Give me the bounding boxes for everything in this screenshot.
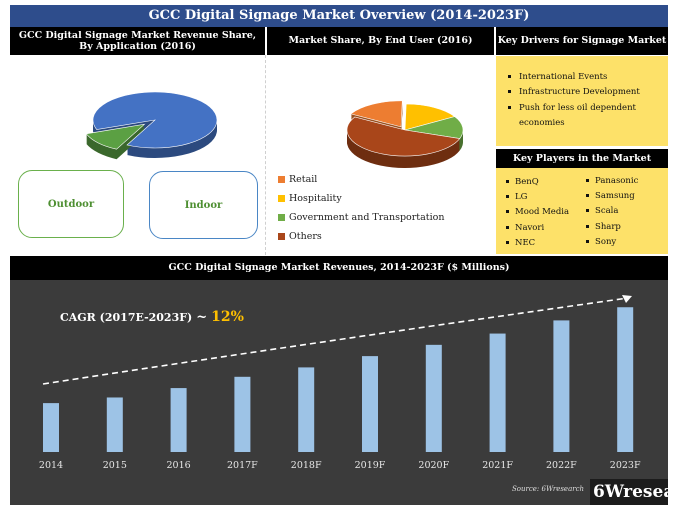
bar-2017F bbox=[234, 376, 251, 452]
player-item: BenQ bbox=[506, 177, 539, 187]
driver-item: Push for less oil dependent bbox=[508, 103, 636, 113]
player-item: Sony bbox=[586, 237, 616, 247]
page-title: GCC Digital Signage Market Overview (201… bbox=[10, 5, 668, 27]
app-share-title-line2: By Application (2016) bbox=[79, 41, 196, 52]
bar-2020F bbox=[425, 344, 442, 452]
legend-swatch-hospitality bbox=[278, 195, 285, 202]
x-tick-label: 2014 bbox=[39, 460, 63, 471]
x-tick-label: 2022F bbox=[546, 460, 577, 471]
bar-2019F bbox=[362, 356, 378, 452]
bar-2022F bbox=[553, 320, 570, 452]
x-tick-label: 2018F bbox=[291, 460, 322, 471]
x-tick-label: 2015 bbox=[103, 460, 127, 471]
legend-item-hospitality: Hospitality bbox=[278, 193, 342, 204]
source-note: Source: 6Wresearch bbox=[512, 485, 585, 493]
x-tick-label: 2016 bbox=[167, 460, 191, 471]
end-user-header: Market Share, By End User (2016) bbox=[267, 27, 494, 55]
bar-2015 bbox=[106, 397, 123, 452]
revenue-bar-chart: 2014 2015 2016 2017F 2018F 2019F 2020F 2021F 202… bbox=[39, 295, 641, 471]
application-pie-chart bbox=[85, 91, 218, 160]
legend-label-others: Others bbox=[289, 231, 322, 242]
bar-2021F bbox=[489, 333, 506, 452]
driver-item: Infrastructure Development bbox=[508, 87, 640, 97]
bar-2023F bbox=[617, 307, 634, 452]
pie-slice-retail bbox=[350, 100, 403, 128]
pie-slice-government bbox=[404, 116, 464, 139]
driver-item: International Events bbox=[508, 72, 607, 82]
player-item: LG bbox=[506, 192, 527, 202]
x-tick-label: 2020F bbox=[418, 460, 449, 471]
app-share-header: GCC Digital Signage Market Revenue Share… bbox=[10, 27, 265, 55]
cagr-annotation: CAGR (2017E-2023F) ~ 12% bbox=[60, 309, 244, 325]
bar-2014 bbox=[43, 403, 59, 452]
legend-item-others: Others bbox=[278, 231, 322, 242]
player-item: Navori bbox=[506, 223, 544, 233]
logo: 6Wresearch bbox=[590, 479, 668, 505]
player-item: Mood Media bbox=[506, 207, 569, 217]
cagr-tilde: ~ bbox=[196, 310, 208, 325]
app-share-title-line1: GCC Digital Signage Market Revenue Share… bbox=[18, 30, 257, 41]
pie-slice-indoor bbox=[92, 91, 218, 149]
x-tick-label: 2021F bbox=[482, 460, 513, 471]
cagr-label: CAGR (2017E-2023F) bbox=[60, 311, 193, 324]
legend-item-retail: Retail bbox=[278, 174, 317, 185]
legend-swatch-retail bbox=[278, 176, 285, 183]
players-header: Key Players in the Market bbox=[496, 149, 668, 168]
player-item: Scala bbox=[586, 206, 618, 216]
legend-label-government: Government and Transportation bbox=[289, 212, 445, 223]
x-tick-label: 2023F bbox=[610, 460, 641, 471]
indoor-box: Indoor bbox=[149, 171, 258, 239]
pie-slice-outdoor bbox=[85, 123, 146, 150]
driver-item-continuation: economies bbox=[519, 118, 565, 128]
legend-label-hospitality: Hospitality bbox=[289, 193, 342, 204]
player-item: Panasonic bbox=[586, 176, 638, 186]
player-item: NEC bbox=[506, 238, 535, 248]
legend-label-retail: Retail bbox=[289, 174, 318, 185]
x-tick-label: 2017F bbox=[227, 460, 258, 471]
bar-2018F bbox=[298, 367, 315, 452]
legend-swatch-government bbox=[278, 214, 285, 221]
end-user-pie-chart bbox=[346, 100, 464, 168]
players-panel: BenQ LG Mood Media Navori NEC Panasonic … bbox=[496, 168, 668, 254]
cagr-value: 12% bbox=[211, 309, 244, 325]
panel-divider bbox=[265, 55, 267, 255]
legend-swatch-others bbox=[278, 233, 285, 240]
x-tick-label: 2019F bbox=[355, 460, 386, 471]
drivers-header: Key Drivers for Signage Market bbox=[496, 27, 668, 55]
trend-arrow-head bbox=[622, 295, 632, 303]
trend-arrow-line bbox=[42, 297, 629, 385]
drivers-panel: International Events Infrastructure Deve… bbox=[496, 56, 668, 146]
player-item: Samsung bbox=[586, 191, 635, 201]
legend-item-government: Government and Transportation bbox=[278, 212, 444, 223]
bar-2016 bbox=[170, 388, 187, 452]
player-item: Sharp bbox=[586, 222, 621, 232]
pie-slice-others bbox=[346, 116, 461, 157]
outdoor-box: Outdoor bbox=[18, 170, 124, 238]
pie-slice-hospitality bbox=[404, 103, 456, 131]
revenue-header: GCC Digital Signage Market Revenues, 201… bbox=[10, 256, 668, 280]
